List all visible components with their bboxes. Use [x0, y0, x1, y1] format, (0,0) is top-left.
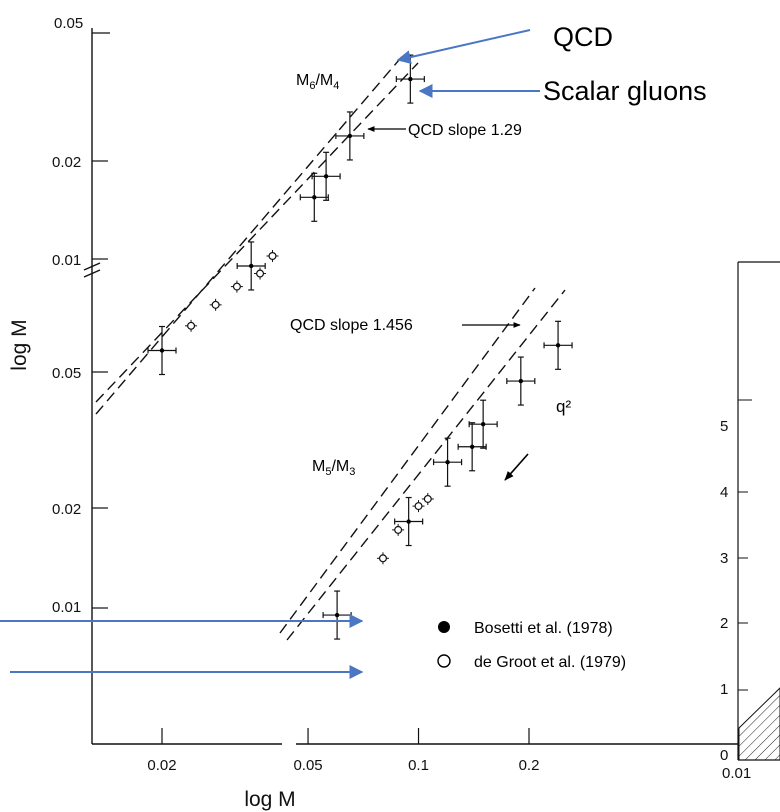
data-point [376, 552, 389, 565]
data-point [147, 325, 177, 376]
y-axis-label: log M [8, 319, 31, 370]
data-point [395, 54, 425, 104]
data-point [392, 523, 405, 536]
x-axis-label: log M [244, 788, 295, 811]
data-point [335, 111, 365, 161]
partial-right-chart: 5 4 3 2 1 0 0.01 [720, 261, 780, 782]
fit-line-scalar-lower [286, 289, 566, 641]
data-point [299, 172, 329, 222]
ratio-label-lower: M5/M3 [312, 458, 355, 478]
data-point [412, 500, 425, 513]
legend-label-bosetti: Bosetti et al. (1978) [474, 620, 613, 637]
q2-label: q² [556, 397, 571, 416]
x-tick-label: 0.2 [519, 757, 540, 774]
axis-break-mark [83, 262, 101, 271]
x-tick-label: 0.1 [408, 757, 429, 774]
data-point [506, 356, 536, 406]
qcd-label: QCD [553, 22, 613, 52]
x-ticks: 0.02 0.05 0.1 0.2 [147, 728, 539, 774]
overlay-arrows: QCD Scalar gluons [0, 22, 707, 679]
right-chart-hatched-area [738, 687, 780, 761]
fit-line-qcd-lower [279, 287, 536, 634]
data-point [322, 590, 352, 640]
y-tick-label: 0.05 [54, 15, 83, 32]
fit-line-scalar-upper [95, 62, 419, 403]
y-tick-label: 0.02 [52, 501, 81, 518]
legend-marker-open [437, 654, 451, 668]
slope-label-lower: QCD slope 1.456 [290, 317, 413, 334]
data-points [147, 54, 573, 640]
right-x-tick: 0.01 [722, 765, 751, 782]
data-point [230, 280, 243, 293]
fit-line-qcd-upper [95, 52, 406, 415]
data-point [254, 267, 267, 280]
data-point [236, 241, 266, 291]
qcd-pointer-arrow [396, 29, 531, 65]
y-tick-label: 0.01 [52, 252, 81, 269]
data-point [311, 151, 341, 201]
moment-ratio-chart: 0.05 0.02 0.01 0.05 0.02 0.01 0.02 0.05 0.… [8, 15, 738, 811]
data-point [543, 320, 573, 370]
legend-marker-filled [438, 621, 450, 633]
data-point [432, 437, 463, 487]
legend: Bosetti et al. (1978) de Groot et al. (1… [437, 620, 626, 671]
legend-label-degroot: de Groot et al. (1979) [474, 654, 626, 671]
data-point [394, 496, 424, 547]
x-tick-label: 0.05 [293, 757, 322, 774]
right-y-tick: 3 [720, 550, 728, 567]
right-y-tick: 0 [720, 747, 728, 764]
ratio-label-upper: M6/M4 [296, 72, 339, 92]
y-tick-label: 0.01 [52, 599, 81, 616]
right-y-tick: 1 [720, 681, 728, 698]
x-tick-label: 0.02 [147, 757, 176, 774]
slope-label-upper: QCD slope 1.29 [408, 122, 522, 139]
data-point [457, 422, 487, 472]
data-point [185, 319, 198, 332]
y-ticks: 0.05 0.02 0.01 0.05 0.02 0.01 [52, 15, 110, 616]
y-tick-label: 0.05 [52, 365, 81, 382]
right-y-tick: 4 [720, 484, 728, 501]
right-y-tick: 5 [720, 418, 728, 435]
right-y-tick: 2 [720, 615, 728, 632]
axis-break-mark [83, 269, 101, 278]
data-point [421, 492, 434, 505]
scalar-gluons-label: Scalar gluons [543, 76, 707, 106]
y-tick-label: 0.02 [52, 154, 81, 171]
data-point [266, 249, 279, 262]
data-point [468, 399, 498, 449]
data-point [209, 298, 222, 311]
q2-arrow [504, 453, 529, 481]
